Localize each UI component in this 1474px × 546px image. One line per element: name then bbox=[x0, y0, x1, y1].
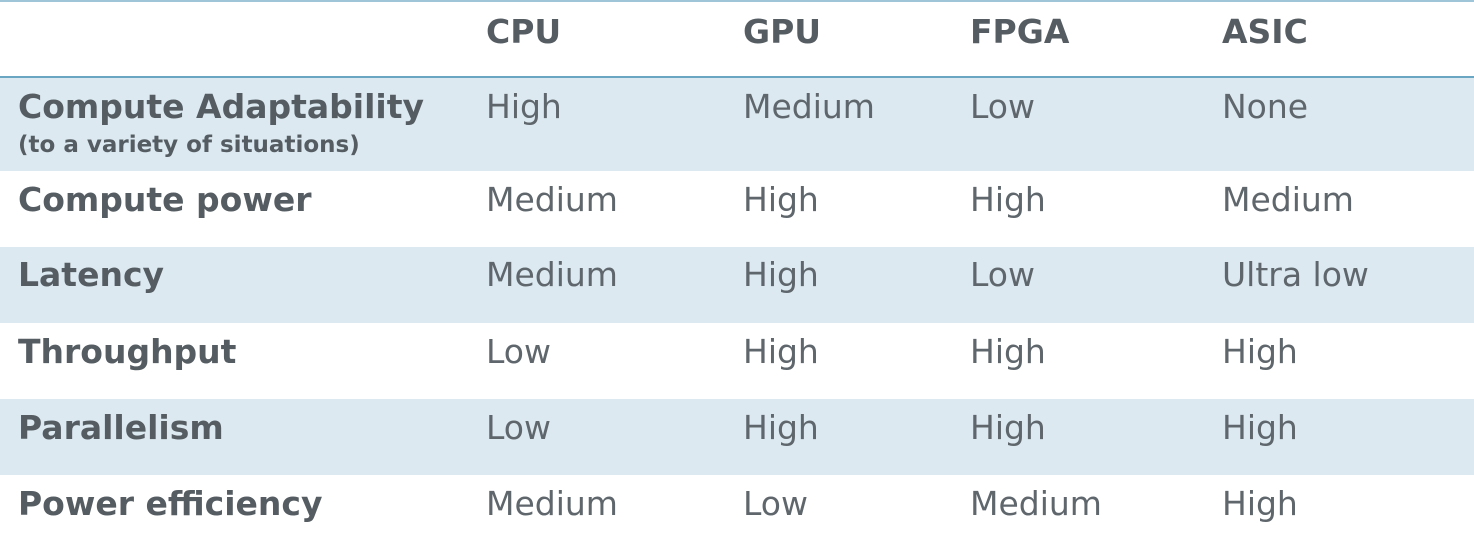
cell-value: Medium bbox=[486, 484, 618, 523]
cell-value: Medium bbox=[1222, 180, 1354, 219]
top-rule bbox=[0, 0, 1474, 2]
cell-value: None bbox=[1222, 87, 1309, 126]
table-row: Compute power Medium High High Medium bbox=[0, 171, 1474, 247]
row-label: Throughput bbox=[18, 332, 237, 371]
cell-value: High bbox=[1222, 408, 1298, 447]
column-header-gpu: GPU bbox=[743, 12, 822, 51]
cell-value: Low bbox=[970, 255, 1035, 294]
row-sublabel: (to a variety of situations) bbox=[18, 132, 360, 158]
cell-value: High bbox=[970, 408, 1046, 447]
table-row: Latency Medium High Low Ultra low bbox=[0, 247, 1474, 323]
cell-value: High bbox=[1222, 332, 1298, 371]
header-row: CPU GPU FPGA ASIC bbox=[0, 2, 1474, 76]
cell-value: Low bbox=[486, 332, 551, 371]
cell-value: Medium bbox=[486, 180, 618, 219]
cell-value: Medium bbox=[970, 484, 1102, 523]
cell-value: Low bbox=[970, 87, 1035, 126]
cell-value: High bbox=[743, 255, 819, 294]
column-header-fpga: FPGA bbox=[970, 12, 1070, 51]
column-header-asic: ASIC bbox=[1222, 12, 1308, 51]
cell-value: Low bbox=[486, 408, 551, 447]
cell-value: Medium bbox=[743, 87, 875, 126]
row-label: Compute power bbox=[18, 180, 312, 219]
cell-value: High bbox=[743, 332, 819, 371]
cell-value: High bbox=[970, 180, 1046, 219]
table-row: Power efficiency Medium Low Medium High bbox=[0, 475, 1474, 546]
row-label: Power efficiency bbox=[18, 484, 323, 523]
cell-value: High bbox=[486, 87, 562, 126]
table-row: Throughput Low High High High bbox=[0, 323, 1474, 399]
cell-value: Low bbox=[743, 484, 808, 523]
table-row: Parallelism Low High High High bbox=[0, 399, 1474, 475]
column-header-cpu: CPU bbox=[486, 12, 562, 51]
cell-value: Ultra low bbox=[1222, 255, 1369, 294]
table-row: Compute Adaptability (to a variety of si… bbox=[0, 78, 1474, 171]
cell-value: High bbox=[743, 408, 819, 447]
cell-value: High bbox=[970, 332, 1046, 371]
row-label: Latency bbox=[18, 255, 165, 294]
cell-value: High bbox=[1222, 484, 1298, 523]
header-rule bbox=[0, 76, 1474, 78]
cell-value: Medium bbox=[486, 255, 618, 294]
cell-value: High bbox=[743, 180, 819, 219]
row-label: Parallelism bbox=[18, 408, 224, 447]
row-label: Compute Adaptability bbox=[18, 87, 424, 126]
